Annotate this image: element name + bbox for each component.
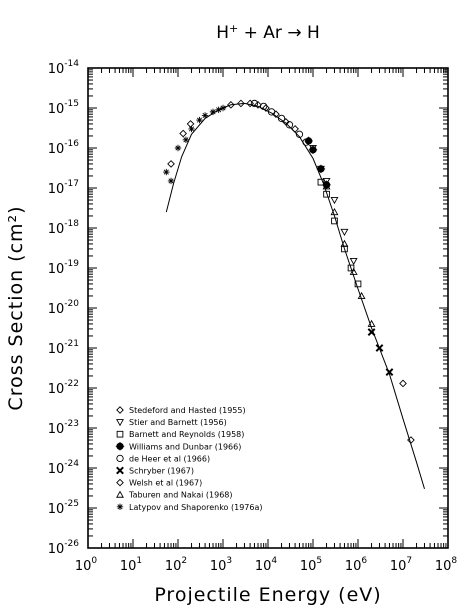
y-tick-label: 10-16 [48, 139, 80, 157]
data-point [262, 104, 270, 112]
legend-marker [116, 466, 124, 475]
y-tick-label: 10-25 [48, 499, 79, 517]
data-point [215, 106, 222, 114]
legend-marker [116, 490, 124, 498]
data-point [182, 136, 190, 144]
chart-title: H+ + Ar → H [216, 22, 320, 44]
y-tick-label: 10-17 [48, 179, 79, 197]
data-point [277, 114, 286, 123]
x-tick-label: 107 [390, 556, 412, 574]
data-point [209, 108, 217, 116]
x-tick-label: 102 [165, 556, 187, 574]
y-tick-label: 10-14 [48, 59, 80, 77]
data-point [188, 125, 195, 133]
data-point [219, 104, 227, 112]
y-tick-label: 10-24 [48, 459, 80, 477]
legend-marker [116, 406, 124, 414]
data-point [201, 112, 209, 119]
legend-entry: de Heer et al (1966) [129, 454, 210, 463]
data-point [367, 328, 376, 336]
x-tick-label: 101 [120, 556, 142, 574]
data-point [349, 257, 358, 266]
data-point [227, 100, 235, 109]
data-point [375, 344, 384, 352]
data-markers [163, 99, 415, 444]
x-tick-label: 104 [255, 556, 278, 574]
data-point [331, 217, 338, 225]
data-point [330, 197, 339, 205]
y-tick-label: 10-22 [48, 379, 79, 397]
legend-marker [116, 503, 124, 510]
legend-marker [116, 419, 124, 427]
data-point [250, 99, 259, 108]
data-point [322, 182, 331, 190]
data-point [196, 116, 203, 124]
data-point [316, 164, 326, 174]
data-point [237, 99, 245, 108]
data-point [282, 118, 290, 126]
data-point [174, 144, 182, 152]
data-point [246, 99, 254, 108]
y-tick-label: 10-18 [48, 219, 80, 237]
legend-entry: Barnett and Reynolds (1958) [129, 430, 244, 439]
x-axis-ticks [87, 68, 449, 548]
x-tick-label: 108 [435, 556, 458, 574]
legend-marker [116, 478, 124, 487]
legend-entry: Latypov and Shaporenko (1976a) [129, 503, 263, 512]
data-point [308, 145, 318, 155]
data-point [167, 177, 175, 185]
data-point [340, 239, 349, 247]
legend-marker [116, 430, 124, 438]
y-axis-label: Cross Section (cm²) [5, 205, 27, 410]
data-point [291, 125, 299, 133]
legend-entry: Schryber (1967) [129, 467, 194, 476]
data-point [407, 436, 415, 444]
data-point [317, 178, 325, 186]
data-point [323, 190, 330, 198]
data-point [399, 379, 407, 388]
y-axis-ticks [88, 67, 448, 549]
legend-marker [115, 442, 125, 451]
data-point [167, 160, 175, 168]
x-axis-label: Projectile Energy (eV) [154, 584, 381, 606]
data-point [357, 291, 366, 299]
data-point [179, 129, 187, 138]
y-tick-label: 10-15 [48, 99, 79, 117]
legend-entry: Welsh et al (1967) [129, 479, 202, 488]
x-tick-label: 105 [300, 556, 322, 574]
y-tick-label: 10-26 [48, 539, 80, 557]
y-tick-labels: 10-14 10-15 10-16 10-17 10-18 10-19 10-20 10-21… [48, 59, 80, 557]
y-tick-label: 10-21 [48, 339, 79, 357]
data-point [163, 168, 170, 176]
legend-entry: Williams and Dunbar (1966) [129, 442, 241, 451]
data-point [322, 177, 331, 186]
data-point [254, 100, 262, 109]
data-point [347, 264, 355, 272]
legend-entry: Taburen and Nakai (1968) [128, 491, 233, 500]
data-point [367, 319, 376, 327]
data-point [272, 110, 280, 119]
legend-entry: Stier and Barnett (1956) [129, 418, 227, 427]
y-tick-label: 10-23 [48, 419, 79, 437]
data-point [259, 102, 268, 110]
x-tick-label: 106 [345, 556, 368, 574]
data-point [385, 368, 394, 376]
legend-marker [116, 454, 124, 463]
data-point [330, 207, 339, 216]
data-point [295, 130, 304, 138]
data-point [186, 120, 195, 128]
data-point [349, 267, 358, 275]
x-tick-labels: 100 101 102 103 104 105 106 107 108 [75, 556, 458, 574]
data-point [340, 228, 349, 237]
data-point [302, 138, 310, 146]
y-tick-label: 10-19 [48, 259, 80, 277]
y-tick-label: 10-20 [48, 299, 80, 317]
x-tick-label: 103 [210, 556, 232, 574]
legend: Stedeford and Hasted (1955) Stier and Bar… [115, 406, 263, 512]
legend-entry: Stedeford and Hasted (1955) [129, 406, 246, 415]
plot-frame [87, 67, 449, 549]
x-tick-label: 100 [75, 556, 98, 574]
data-point [354, 280, 362, 288]
